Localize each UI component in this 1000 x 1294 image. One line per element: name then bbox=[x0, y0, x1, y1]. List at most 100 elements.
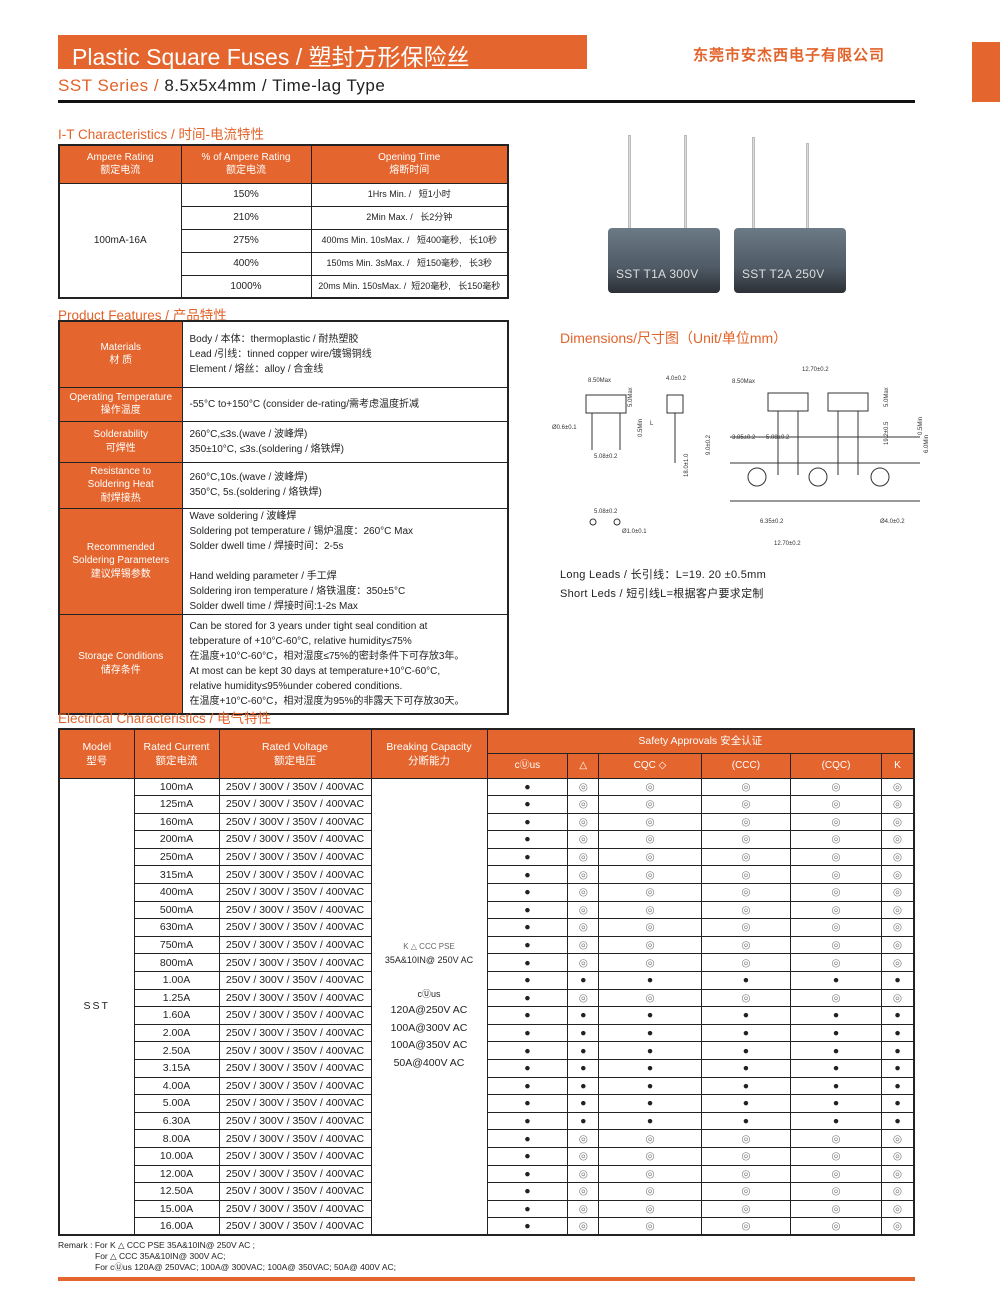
table-row: 400mA 250V / 300V / 350V / 400VAC ● ◎ ◎ ◎ ◎ ◎ bbox=[59, 883, 915, 902]
footer-line bbox=[58, 1277, 915, 1281]
pending-mark: ◎ bbox=[790, 918, 882, 937]
approved-mark: ● bbox=[486, 935, 569, 955]
approved-mark: ● bbox=[598, 971, 702, 990]
approved-mark: ● bbox=[598, 1023, 702, 1043]
dimension-label: Ø0.6±0.1 bbox=[552, 425, 577, 431]
voltage-cell: 250V / 300V / 350V / 400VAC bbox=[218, 988, 372, 1008]
breaking-capacity-cell: K △ CCC PSE 35A&10IN@ 250V AC cⓊus 120A@250… bbox=[370, 777, 488, 1236]
approved-mark: ● bbox=[598, 1006, 702, 1025]
electrical-table: Model 型号 Rated Current 额定电流 Rated Voltag… bbox=[58, 728, 915, 1237]
feature-label: Storage Conditions 储存条件 bbox=[58, 613, 183, 715]
approved-mark: ● bbox=[486, 1076, 569, 1096]
table-row: 2.00A 250V / 300V / 350V / 400VAC ● ● ● ● ● ● bbox=[59, 1023, 915, 1043]
pending-mark: ◎ bbox=[598, 883, 702, 902]
voltage-cell: 250V / 300V / 350V / 400VAC bbox=[218, 865, 372, 885]
pending-mark: ◎ bbox=[790, 865, 882, 885]
approved-mark: ● bbox=[567, 1006, 600, 1025]
pending-mark: ◎ bbox=[567, 847, 600, 867]
table-row: 10.00A 250V / 300V / 350V / 400VAC ● ◎ ◎ ◎ ◎ ◎ bbox=[59, 1146, 915, 1166]
product-photo: SST T1A 300V SST T2A 250V bbox=[600, 125, 860, 315]
pending-mark: ◎ bbox=[880, 812, 915, 832]
pending-mark: ◎ bbox=[567, 1146, 600, 1166]
pending-mark: ◎ bbox=[790, 812, 882, 832]
pending-mark: ◎ bbox=[700, 988, 792, 1008]
pending-mark: ◎ bbox=[790, 935, 882, 955]
col-current: Rated Current 额定电流 bbox=[133, 728, 220, 779]
feature-label: Resistance to Soldering Heat 耐焊接热 bbox=[58, 461, 183, 509]
pending-mark: ◎ bbox=[880, 777, 915, 797]
header-divider bbox=[58, 100, 915, 103]
feature-value: 260°C,10s.(wave / 波峰焊) 350°C, 5s.(solder… bbox=[181, 461, 509, 509]
percent-cell: 275% bbox=[180, 228, 312, 253]
approved-mark: ● bbox=[790, 1041, 882, 1060]
table-row: 630mA 250V / 300V / 350V / 400VAC ● ◎ ◎ ◎ ◎ ◎ bbox=[59, 918, 915, 937]
table-row: 800mA 250V / 300V / 350V / 400VAC ● ◎ ◎ ◎ ◎ ◎ bbox=[59, 953, 915, 973]
dimension-label: 6.0Min bbox=[924, 435, 930, 453]
approved-mark: ● bbox=[486, 777, 569, 797]
voltage-cell: 250V / 300V / 350V / 400VAC bbox=[218, 812, 372, 832]
pending-mark: ◎ bbox=[598, 988, 702, 1008]
approved-mark: ● bbox=[790, 1094, 882, 1113]
table-row: 16.00A 250V / 300V / 350V / 400VAC ● ◎ ◎ ◎ ◎ ◎ bbox=[59, 1217, 915, 1236]
feature-label: Materials 材 质 bbox=[58, 320, 183, 388]
approved-mark: ● bbox=[790, 1006, 882, 1025]
voltage-cell: 250V / 300V / 350V / 400VAC bbox=[218, 1094, 372, 1113]
pending-mark: ◎ bbox=[880, 953, 915, 973]
table-row: 2.50A 250V / 300V / 350V / 400VAC ● ● ● ● ● ● bbox=[59, 1041, 915, 1060]
dimension-label: 0.5Min bbox=[918, 417, 924, 435]
voltage-cell: 250V / 300V / 350V / 400VAC bbox=[218, 1199, 372, 1219]
pending-mark: ◎ bbox=[880, 918, 915, 937]
current-cell: 160mA bbox=[133, 812, 220, 832]
approved-mark: ● bbox=[486, 1094, 569, 1113]
approved-mark: ● bbox=[486, 812, 569, 832]
current-cell: 125mA bbox=[133, 795, 220, 814]
current-cell: 630mA bbox=[133, 918, 220, 937]
pending-mark: ◎ bbox=[700, 883, 792, 902]
feature-row: Solderability 可焊性 260°C,≤3s.(wave / 波峰焊) … bbox=[58, 420, 509, 463]
voltage-cell: 250V / 300V / 350V / 400VAC bbox=[218, 1023, 372, 1043]
breaking-line: 120A@250V AC bbox=[390, 1003, 468, 1016]
opening-time-cell: 1Hrs Min. / 短1小时 bbox=[310, 182, 509, 207]
percent-cell: 150% bbox=[180, 182, 312, 207]
approved-mark: ● bbox=[486, 1182, 569, 1201]
voltage-cell: 250V / 300V / 350V / 400VAC bbox=[218, 971, 372, 990]
table-row: 315mA 250V / 300V / 350V / 400VAC ● ◎ ◎ ◎ ◎ ◎ bbox=[59, 865, 915, 885]
current-cell: 100mA bbox=[133, 777, 220, 797]
approved-mark: ● bbox=[486, 918, 569, 937]
electrical-heading: Electrical Characteristics / 电气特性 bbox=[58, 711, 272, 726]
pending-mark: ◎ bbox=[880, 1164, 915, 1184]
pending-mark: ◎ bbox=[880, 795, 915, 814]
pending-mark: ◎ bbox=[598, 865, 702, 885]
percent-cell: 210% bbox=[180, 205, 312, 230]
col-breaking: Breaking Capacity 分断能力 bbox=[370, 728, 488, 779]
pending-mark: ◎ bbox=[567, 918, 600, 937]
pending-mark: ◎ bbox=[700, 1182, 792, 1201]
table-row: 4.00A 250V / 300V / 350V / 400VAC ● ● ● ● ● ● bbox=[59, 1076, 915, 1096]
approved-mark: ● bbox=[880, 1059, 915, 1078]
voltage-cell: 250V / 300V / 350V / 400VAC bbox=[218, 777, 372, 797]
dimension-label: Ø4.0±0.2 bbox=[880, 519, 905, 525]
approved-mark: ● bbox=[486, 1023, 569, 1043]
pending-mark: ◎ bbox=[880, 847, 915, 867]
table-row: 200mA 250V / 300V / 350V / 400VAC ● ◎ ◎ ◎ ◎ ◎ bbox=[59, 830, 915, 849]
approved-mark: ● bbox=[486, 1059, 569, 1078]
pending-mark: ◎ bbox=[790, 988, 882, 1008]
it-row: 400% 150ms Min. 3sMax. / 短150毫秒, 长3秒 bbox=[59, 251, 509, 276]
opening-time-cell: 400ms Min. 10sMax. / 短400毫秒, 长10秒 bbox=[310, 228, 509, 253]
voltage-cell: 250V / 300V / 350V / 400VAC bbox=[218, 1041, 372, 1060]
pending-mark: ◎ bbox=[598, 795, 702, 814]
kc-icon: K bbox=[880, 752, 915, 779]
table-row: 1.60A 250V / 300V / 350V / 400VAC ● ● ● ● ● ● bbox=[59, 1006, 915, 1025]
table-row: SST 100mA 250V / 300V / 350V / 400VAC K △ C… bbox=[58, 777, 915, 1236]
it-row: 1000% 20ms Min. 150sMax. / 短20毫秒, 长150毫秒 bbox=[59, 274, 509, 299]
feature-value: -55°C to+150°C (consider de-rating/需考虑温度… bbox=[181, 386, 509, 422]
series-subtitle: SST Series / 8.5x5x4mm / Time-lag Type bbox=[58, 76, 385, 96]
voltage-cell: 250V / 300V / 350V / 400VAC bbox=[218, 953, 372, 973]
voltage-cell: 250V / 300V / 350V / 400VAC bbox=[218, 1059, 372, 1078]
page-title: Plastic Square Fuses / 塑封方形保险丝 bbox=[58, 35, 587, 70]
table-row: 250mA 250V / 300V / 350V / 400VAC ● ◎ ◎ ◎ ◎ ◎ bbox=[59, 847, 915, 867]
current-cell: 1.25A bbox=[133, 988, 220, 1008]
dimension-label: 8.50Max bbox=[588, 378, 611, 384]
approved-mark: ● bbox=[486, 1111, 569, 1131]
dimension-label: 18.0±1.0 bbox=[684, 453, 690, 477]
